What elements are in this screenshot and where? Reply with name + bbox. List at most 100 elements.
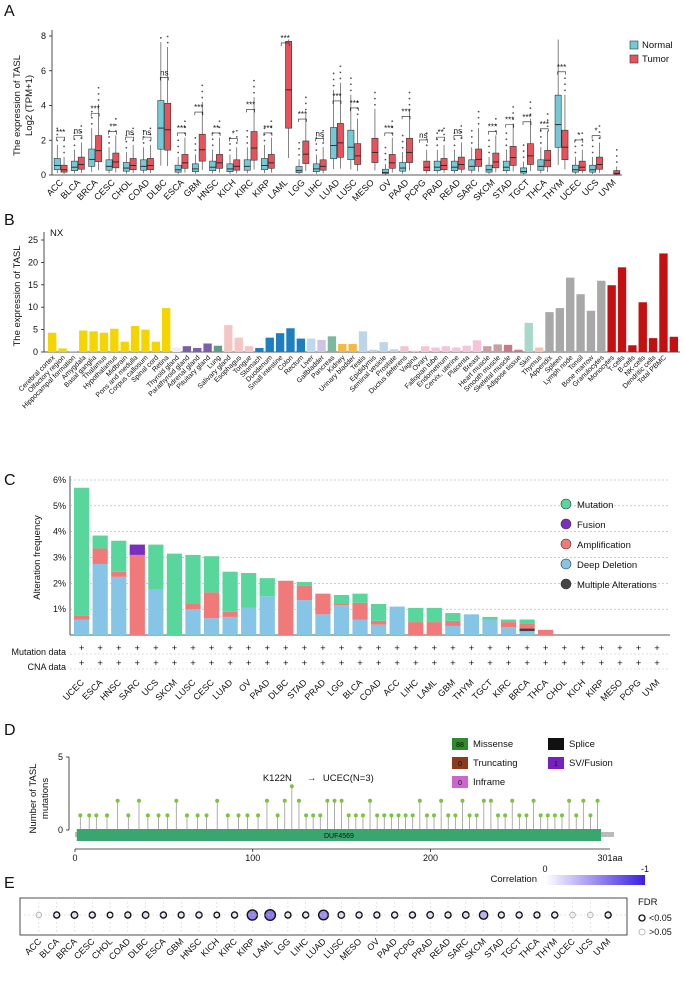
normal-outlier xyxy=(332,84,335,87)
lollipop-head xyxy=(215,798,220,803)
x-tick-label: COAD xyxy=(358,677,384,703)
bar-laml-mutation xyxy=(426,607,442,623)
panel-label-b: B xyxy=(4,212,15,229)
bar-45 xyxy=(514,349,523,352)
bar-ucec-mutation xyxy=(74,487,90,616)
legend-label-multiple-alterations: Multiple Alterations xyxy=(577,580,657,591)
normal-outlier xyxy=(349,83,352,86)
legend-count: 0 xyxy=(458,761,462,768)
row-marker-dlbc: + xyxy=(283,658,289,669)
x-tick-label: UVM xyxy=(597,177,618,198)
tumor-outlier xyxy=(356,101,359,104)
bar-kirc-deep-deletion xyxy=(500,627,517,635)
legend-dot-mutation xyxy=(560,498,572,510)
normal-outlier xyxy=(73,144,76,147)
significance-bracket xyxy=(108,131,117,135)
bar-22 xyxy=(275,333,285,352)
tumor-box xyxy=(371,137,379,163)
row-marker-blca: + xyxy=(357,643,363,654)
normal-box xyxy=(105,159,113,171)
tumor-outlier xyxy=(201,96,204,99)
tumor-outlier xyxy=(80,125,83,127)
lollipop-head xyxy=(332,798,337,803)
tumor-outlier xyxy=(512,105,515,108)
bar-ucs-mutation xyxy=(148,544,164,590)
normal-box xyxy=(502,160,510,171)
bar-4 xyxy=(89,331,98,352)
x-tick-label: PCPG xyxy=(618,677,643,702)
row-marker-pcpg: + xyxy=(636,658,642,669)
normal-outlier xyxy=(488,151,490,154)
normal-outlier xyxy=(298,153,300,156)
normal-outlier xyxy=(263,127,266,130)
normal-outlier xyxy=(159,36,162,39)
significance-bracket xyxy=(419,139,428,143)
normal-box xyxy=(122,162,130,172)
row-marker-dlbc: + xyxy=(283,643,289,654)
bar-coad-mutation xyxy=(371,604,387,621)
bar-36 xyxy=(420,346,430,352)
significance-bracket xyxy=(557,71,566,75)
row-marker-skcm: + xyxy=(172,658,178,669)
lollipop-head xyxy=(325,798,330,803)
bar-ov-mutation xyxy=(241,573,257,608)
bar-11 xyxy=(161,308,171,352)
normal-box xyxy=(312,163,320,172)
normal-outlier xyxy=(591,145,594,148)
bar-17 xyxy=(224,325,233,352)
row-marker-ov: + xyxy=(246,658,252,669)
bar-3 xyxy=(79,330,88,352)
bar-54 xyxy=(607,285,616,352)
annotation-mutation: K122N xyxy=(263,773,292,784)
y-tick-label: 10 xyxy=(28,302,38,312)
bar-28 xyxy=(338,343,347,352)
normal-outlier xyxy=(211,144,214,147)
legend-label: Splice xyxy=(569,739,595,750)
lollipop-head xyxy=(174,798,179,803)
bar-cesc-amplification xyxy=(203,592,220,619)
bar-15 xyxy=(203,343,212,352)
lollipop-head xyxy=(375,813,380,818)
x-tick-label: LGG xyxy=(272,936,293,957)
row-marker-laml: + xyxy=(432,643,438,654)
tumor-outlier xyxy=(218,126,221,129)
lollipop-head xyxy=(236,813,241,818)
significance-label: *** xyxy=(91,104,100,113)
normal-outlier xyxy=(177,139,180,142)
tumor-outlier xyxy=(339,77,342,80)
tumor-outlier xyxy=(235,135,238,138)
normal-outlier xyxy=(591,139,594,142)
row-marker-brca: + xyxy=(524,658,530,669)
tumor-outlier xyxy=(529,101,532,104)
y-tick-label: 3% xyxy=(53,553,66,563)
bar-0 xyxy=(48,332,57,352)
bar-ov-deep-deletion xyxy=(241,607,257,635)
tumor-outlier xyxy=(114,124,117,126)
bar-39 xyxy=(452,347,461,352)
bar-sarc-amplification xyxy=(129,554,145,635)
significance-label: ns xyxy=(419,131,427,140)
bar-53 xyxy=(597,280,606,352)
row-marker-stad: + xyxy=(302,658,308,669)
bar-14 xyxy=(193,347,202,352)
tumor-outlier xyxy=(253,85,255,88)
tumor-outlier xyxy=(270,120,273,123)
row-marker-ov: + xyxy=(246,643,252,654)
normal-outlier xyxy=(349,89,352,92)
lollipop-head xyxy=(588,813,593,818)
bar-41 xyxy=(472,340,482,352)
legend-label-amplification: Amplification xyxy=(577,540,631,551)
panel-a-boxplot: 0 2 4 6 8 The expression of TASL Log2 (TPM+1) *… xyxy=(12,30,673,203)
y-axis-label-unit: Log2 (TPM+1) xyxy=(24,75,35,136)
normal-outlier xyxy=(194,143,197,145)
bar-lusc-amplification xyxy=(185,604,201,610)
bar-lusc-deep-deletion xyxy=(185,609,201,635)
legend-count-box xyxy=(452,738,468,750)
significance-label: ** xyxy=(438,128,444,137)
lollipop-head xyxy=(311,813,316,818)
tumor-outlier xyxy=(546,119,549,122)
x-tick-label: KICH xyxy=(565,677,587,699)
bar-luad-amplification xyxy=(222,611,238,617)
